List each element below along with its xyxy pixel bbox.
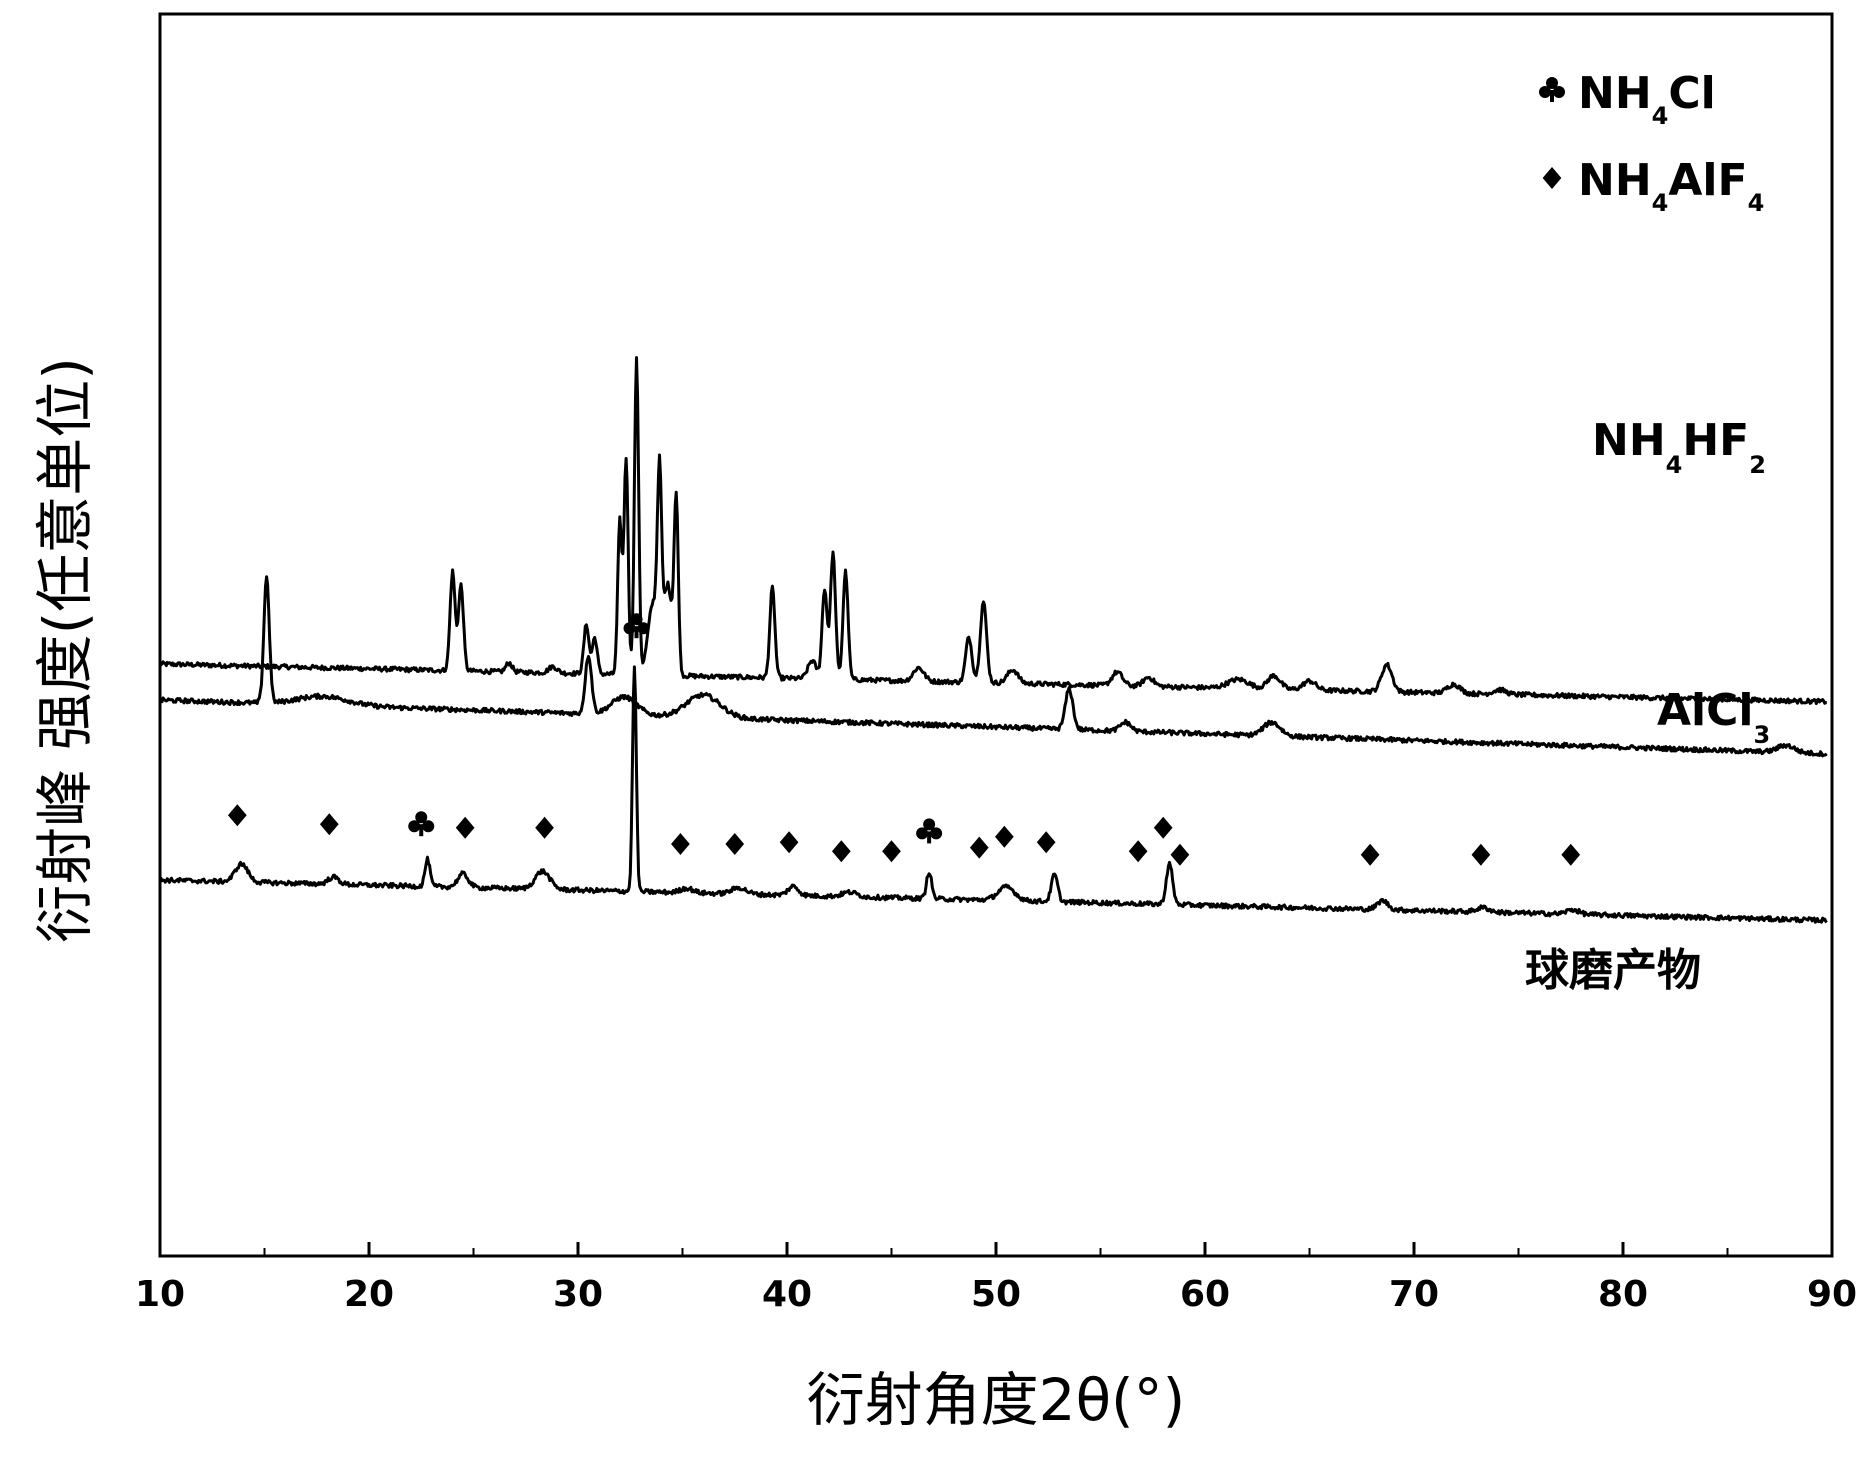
legend-club-marker bbox=[1539, 77, 1565, 102]
club-stem bbox=[1550, 90, 1554, 102]
diamond-marker bbox=[456, 817, 475, 839]
legend-label-nh4cl: NH4Cl bbox=[1578, 68, 1716, 130]
legend-diamond-marker bbox=[1543, 167, 1562, 189]
club-marker bbox=[916, 818, 942, 843]
diamond-marker bbox=[1472, 844, 1491, 866]
club-lobe bbox=[1553, 86, 1565, 98]
x-tick-label: 10 bbox=[135, 1274, 185, 1315]
x-tick-label: 30 bbox=[553, 1274, 603, 1315]
diamond-marker bbox=[228, 804, 247, 826]
club-marker bbox=[408, 811, 434, 836]
diamond-marker bbox=[1037, 831, 1056, 853]
diamond-marker bbox=[832, 840, 851, 862]
diamond-marker bbox=[780, 831, 799, 853]
x-tick-label: 50 bbox=[971, 1274, 1021, 1315]
legend-label-nh4alf4: NH4AlF4 bbox=[1578, 155, 1764, 217]
legend: NH4Cl NH4AlF4 bbox=[1539, 68, 1764, 217]
x-tick-label: 20 bbox=[344, 1274, 394, 1315]
series-label-ball-milled: 球磨产物 bbox=[1525, 945, 1701, 996]
diamond-marker bbox=[1171, 844, 1190, 866]
club-lobe bbox=[624, 622, 636, 634]
x-tick-label: 60 bbox=[1180, 1274, 1230, 1315]
club-stem bbox=[419, 824, 423, 836]
diamond-marker bbox=[1129, 840, 1148, 862]
series-line bbox=[160, 667, 1827, 922]
diamond-marker bbox=[1543, 167, 1562, 189]
series-line bbox=[160, 577, 1827, 756]
diamond-marker bbox=[535, 817, 554, 839]
series-line bbox=[160, 358, 1827, 704]
club-lobe bbox=[638, 622, 650, 634]
series-label-nh4hf2: NH4HF2 bbox=[1592, 415, 1766, 479]
club-lobe bbox=[1539, 86, 1551, 98]
diamond-marker bbox=[995, 826, 1014, 848]
club-stem bbox=[635, 626, 639, 638]
x-tick-label: 80 bbox=[1598, 1274, 1648, 1315]
club-stem bbox=[927, 831, 931, 843]
club-lobe bbox=[408, 820, 420, 832]
x-tick-label: 70 bbox=[1389, 1274, 1439, 1315]
diamond-marker bbox=[1154, 817, 1173, 839]
diamond-marker bbox=[882, 840, 901, 862]
diamond-marker bbox=[320, 813, 339, 835]
x-tick-label: 40 bbox=[762, 1274, 812, 1315]
x-axis-ticks: 10 20 30 40 50 60 70 80 90 bbox=[135, 1242, 1857, 1315]
club-marker bbox=[1539, 77, 1565, 102]
y-axis-title: 衍射峰 强度(任意单位) bbox=[31, 357, 99, 943]
series-label-alcl3: AlCl3 bbox=[1657, 685, 1770, 749]
diamond-marker bbox=[1561, 844, 1580, 866]
x-tick-label: 90 bbox=[1807, 1274, 1857, 1315]
diamond-marker bbox=[1361, 844, 1380, 866]
club-lobe bbox=[422, 820, 434, 832]
diamond-marker bbox=[970, 837, 989, 859]
club-lobe bbox=[916, 827, 928, 839]
diamond-marker bbox=[671, 833, 690, 855]
club-lobe bbox=[930, 827, 942, 839]
traces bbox=[160, 358, 1827, 923]
x-axis-title: 衍射角度2θ(°) bbox=[807, 1366, 1186, 1434]
diamond-marker bbox=[725, 833, 744, 855]
club-marker bbox=[624, 613, 650, 638]
